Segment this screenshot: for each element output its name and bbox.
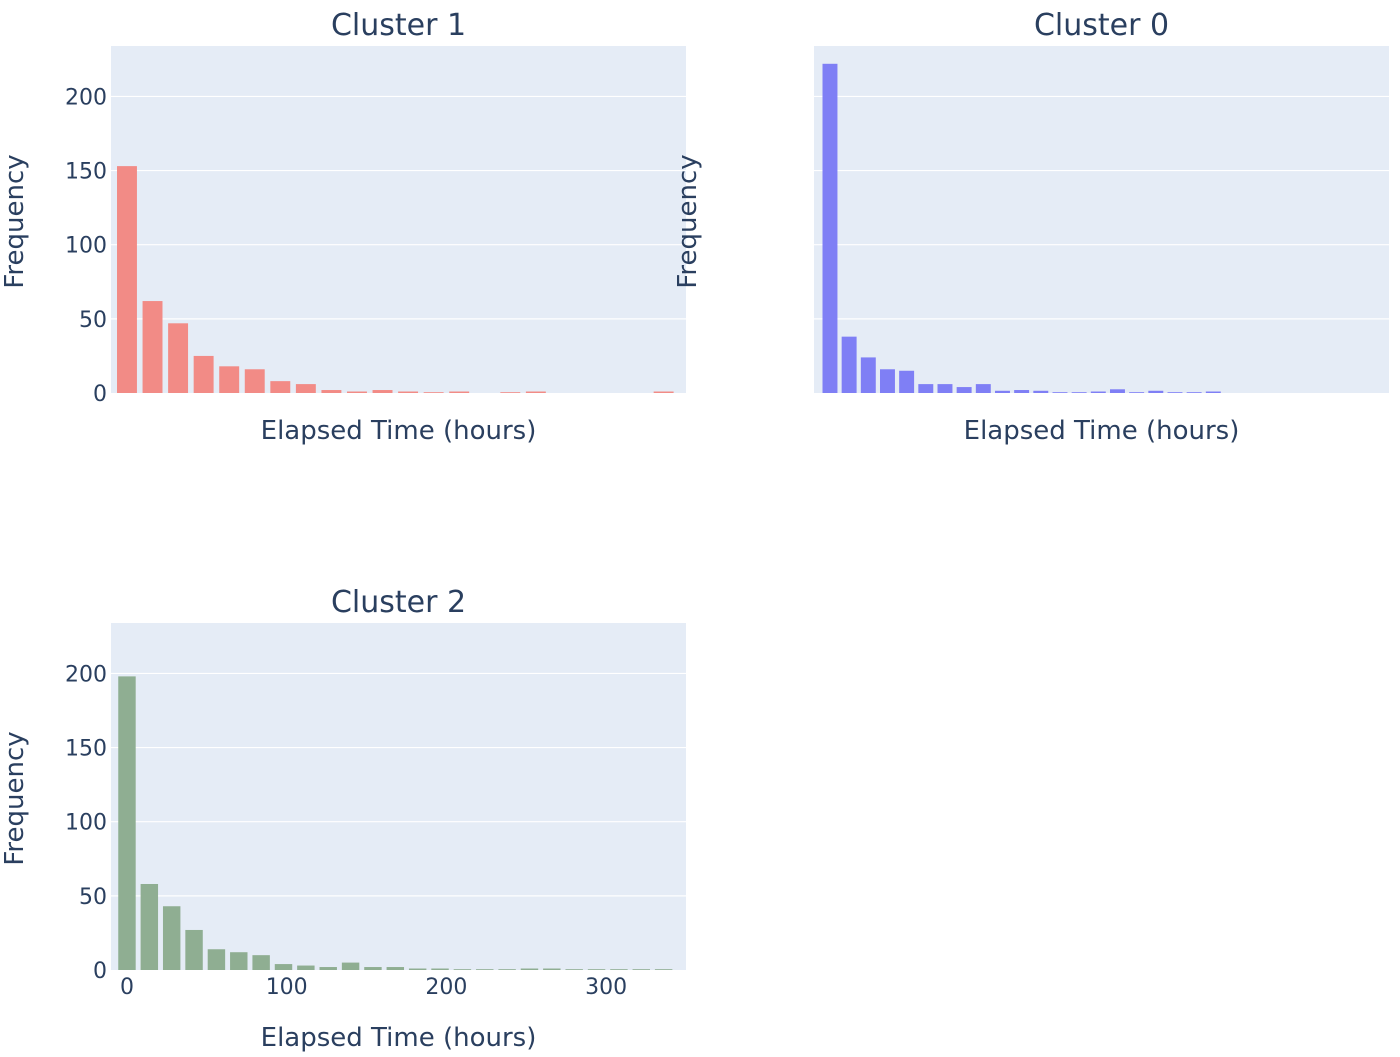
bar bbox=[142, 301, 163, 393]
bar bbox=[398, 391, 419, 393]
plot-background bbox=[814, 46, 1389, 393]
bar bbox=[918, 384, 934, 393]
bar bbox=[525, 391, 546, 393]
bar bbox=[118, 676, 136, 970]
bar bbox=[449, 391, 470, 393]
x-axis-title: Elapsed Time (hours) bbox=[964, 416, 1240, 446]
x-tick-label: 100 bbox=[266, 975, 308, 1000]
y-tick-label: 200 bbox=[65, 662, 107, 687]
bar bbox=[841, 336, 857, 393]
y-tick-label: 150 bbox=[65, 737, 107, 762]
y-tick-label: 100 bbox=[65, 234, 107, 259]
bar bbox=[168, 323, 189, 393]
bar bbox=[937, 384, 953, 393]
plot-background bbox=[111, 623, 686, 970]
bar bbox=[1110, 389, 1125, 393]
bar bbox=[654, 969, 673, 970]
bar bbox=[1205, 391, 1221, 393]
chart-title: Cluster 2 bbox=[331, 585, 466, 620]
chart-title: Cluster 0 bbox=[1034, 8, 1169, 43]
bar bbox=[500, 392, 521, 393]
bar bbox=[408, 968, 427, 970]
bar bbox=[1148, 390, 1164, 393]
bar bbox=[341, 962, 360, 970]
bar bbox=[956, 387, 972, 393]
bar bbox=[587, 969, 606, 970]
x-tick-label: 300 bbox=[585, 975, 627, 1000]
bar bbox=[610, 969, 628, 970]
bar bbox=[520, 968, 539, 970]
y-tick-label: 50 bbox=[79, 308, 107, 333]
bar bbox=[244, 369, 265, 393]
bar bbox=[230, 952, 248, 970]
bar bbox=[1167, 392, 1183, 393]
bar bbox=[1052, 392, 1068, 393]
bar bbox=[1014, 390, 1030, 393]
bar bbox=[193, 355, 214, 393]
x-tick-label: 0 bbox=[120, 975, 134, 1000]
bar bbox=[995, 390, 1010, 393]
bar bbox=[117, 166, 137, 393]
bar bbox=[219, 366, 240, 393]
plot-background bbox=[111, 46, 686, 393]
bar bbox=[1186, 392, 1202, 393]
bar bbox=[274, 964, 293, 970]
bar bbox=[140, 883, 159, 970]
bar bbox=[364, 967, 382, 970]
bar bbox=[899, 370, 915, 393]
x-tick-label: 200 bbox=[425, 975, 467, 1000]
bar bbox=[162, 906, 181, 970]
y-tick-label: 200 bbox=[65, 85, 107, 110]
y-tick-label: 150 bbox=[65, 160, 107, 185]
y-axis-title: Frequency bbox=[0, 731, 30, 865]
bar bbox=[321, 390, 342, 393]
y-tick-label: 0 bbox=[93, 382, 107, 407]
bar bbox=[653, 391, 674, 393]
bar bbox=[423, 392, 444, 393]
chart-title: Cluster 1 bbox=[331, 8, 466, 43]
bar bbox=[860, 357, 876, 393]
bar bbox=[1033, 390, 1049, 393]
y-axis-title: Frequency bbox=[673, 154, 703, 288]
bar bbox=[565, 969, 583, 970]
bar bbox=[543, 968, 561, 970]
bar bbox=[185, 929, 203, 970]
bar bbox=[1071, 392, 1087, 393]
bar bbox=[252, 955, 270, 970]
bar bbox=[822, 63, 838, 393]
bar bbox=[1090, 391, 1106, 393]
bar bbox=[880, 369, 895, 393]
chart-panel-1: 0 50 100 150 200 Cluster 1 Elapsed Time (hours… bbox=[0, 8, 686, 446]
x-axis-title: Elapsed Time (hours) bbox=[261, 416, 537, 446]
bar bbox=[207, 949, 226, 970]
y-tick-label: 50 bbox=[79, 885, 107, 910]
bar bbox=[632, 969, 650, 970]
bar bbox=[372, 390, 393, 393]
bar bbox=[431, 968, 449, 970]
bar bbox=[297, 965, 315, 970]
bar bbox=[498, 969, 516, 970]
bar bbox=[386, 967, 405, 970]
bar bbox=[1129, 392, 1145, 393]
bar bbox=[295, 384, 316, 393]
y-axis-title: Frequency bbox=[0, 154, 30, 288]
y-tick-label: 100 bbox=[65, 811, 107, 836]
x-axis-title: Elapsed Time (hours) bbox=[261, 1023, 537, 1053]
bar bbox=[453, 969, 472, 970]
chart-panel-3: 0 50 100 150 200 0 100 200 300 Cluster 2 Elapsed T… bbox=[0, 585, 686, 1053]
y-tick-label: 0 bbox=[93, 959, 107, 984]
bar bbox=[476, 969, 494, 970]
bar bbox=[347, 391, 367, 393]
bar bbox=[319, 967, 337, 970]
bar bbox=[975, 384, 991, 393]
chart-panel-2: Cluster 0 Elapsed Time (hours) Frequency bbox=[673, 8, 1389, 446]
bar bbox=[270, 381, 291, 393]
